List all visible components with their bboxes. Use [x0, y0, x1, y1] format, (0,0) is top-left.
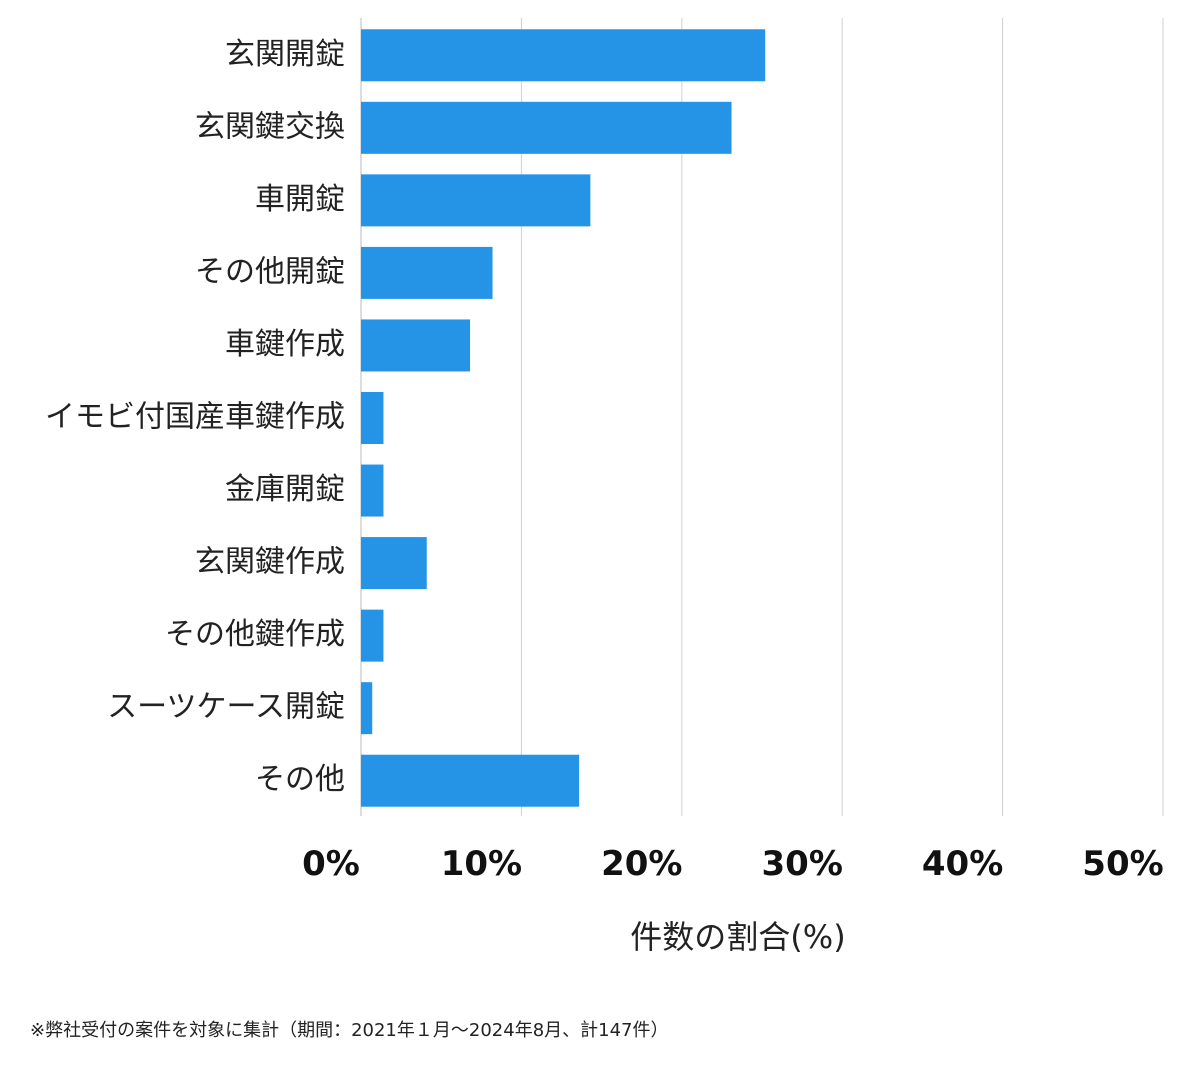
category-label: 玄関開錠: [225, 37, 345, 72]
x-tick-label: 10%: [441, 844, 522, 884]
category-label: スーツケース開錠: [107, 690, 345, 725]
bar: [361, 174, 591, 227]
category-label: 金庫開錠: [225, 472, 345, 507]
category-label: 玄関鍵作成: [195, 545, 345, 580]
x-tick-label: 0%: [302, 844, 360, 884]
category-label: 車開錠: [255, 182, 345, 217]
footnote: ※弊社受付の案件を対象に集計（期間：2021年１月〜2024年8月、計147件）: [30, 1020, 669, 1041]
bar: [361, 392, 384, 444]
bar: [361, 464, 384, 517]
category-label: イモビ付国産車鍵作成: [45, 400, 345, 435]
category-label: その他鍵作成: [165, 617, 345, 652]
x-tick-label: 50%: [1082, 844, 1163, 884]
bar: [361, 537, 427, 590]
bar: [361, 29, 766, 82]
x-tick-label: 40%: [922, 844, 1003, 884]
x-tick-label: 20%: [601, 844, 682, 884]
bar: [361, 682, 373, 735]
x-axis-label: 件数の割合(%): [630, 918, 845, 956]
category-label: その他: [255, 762, 345, 797]
bar: [361, 246, 493, 299]
bar: [361, 319, 471, 372]
bar-chart: 0% 10% 20% 30% 40% 50% 玄関開錠玄関鍵交換車開錠その他開錠車鍵作成イモ…: [45, 18, 1164, 956]
x-tick-label: 30%: [762, 844, 843, 884]
category-label: その他開錠: [195, 254, 345, 289]
category-label: 車鍵作成: [225, 327, 345, 362]
bar: [361, 609, 384, 662]
bar: [361, 101, 732, 154]
category-label: 玄関鍵交換: [195, 109, 345, 144]
bar: [361, 754, 580, 807]
